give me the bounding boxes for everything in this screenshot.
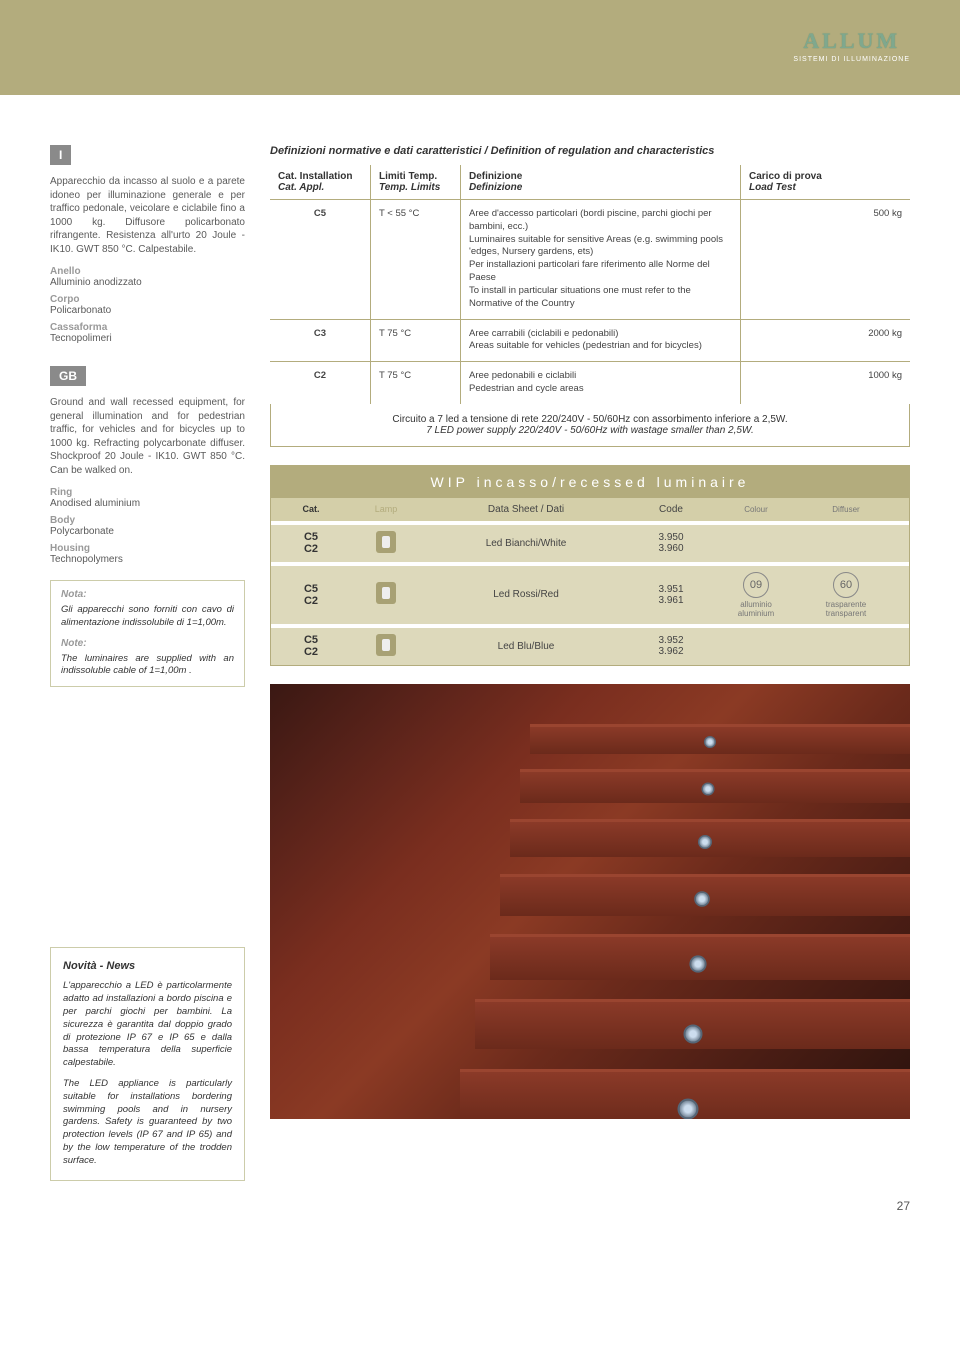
ph-data: Data Sheet / Dati [421, 504, 631, 515]
comp-body-title: Body [50, 515, 245, 526]
def-cell-cat: C2 [270, 361, 370, 404]
def-cell-temp: T 75 °C [370, 319, 460, 362]
ph-code: Code [631, 504, 711, 515]
lamp-icon [376, 582, 396, 604]
page-number: 27 [50, 1199, 910, 1213]
news-it: L'apparecchio a LED è particolarmente ad… [63, 980, 232, 1070]
def-cell-cat: C5 [270, 199, 370, 319]
nota-box: Nota: Gli apparecchi sono forniti con ca… [50, 580, 245, 687]
def-cell-load: 2000 kg [740, 319, 910, 362]
diffuser-badge: 60 [833, 572, 859, 598]
ph-diff: Diffuser [801, 505, 891, 514]
def-row: C5 T < 55 °C Aree d'accesso particolari … [270, 199, 910, 319]
news-en: The LED appliance is particularly suitab… [63, 1078, 232, 1168]
logo: ALLUM SISTEMI DI ILLUMINAZIONE [793, 28, 910, 63]
pr-cat2: C2 [271, 543, 351, 555]
desc-it: Apparecchio da incasso al suolo e a pare… [50, 175, 245, 256]
diff-txt1: trasparente [826, 600, 866, 609]
comp-corpo-title: Corpo [50, 294, 245, 305]
nota-text: Gli apparecchi sono forniti con cavo di … [61, 604, 234, 630]
pr-code1: 3.950 [631, 532, 711, 543]
ph-lamp: Lamp [351, 504, 421, 514]
comp-ring-title: Ring [50, 487, 245, 498]
def-cell-temp: T < 55 °C [370, 199, 460, 319]
product-row: C5C2 Led Blu/Blue 3.9523.962 [271, 624, 909, 665]
pr-cat1: C5 [271, 531, 351, 543]
lamp-icon [376, 634, 396, 656]
pr-code2: 3.960 [631, 543, 711, 554]
def-cell-def: Aree carrabili (ciclabili e pedonabili) … [460, 319, 740, 362]
product-row: C5C2 Led Rossi/Red 3.9513.961 09 allumin… [271, 562, 909, 624]
comp-anello-body: Alluminio anodizzato [50, 277, 245, 288]
defhead-lim1: Limiti Temp. [379, 171, 452, 182]
def-row: C2 T 75 °C Aree pedonabili e ciclabili P… [270, 361, 910, 404]
pr-data: Led Rossi/Red [421, 589, 631, 600]
def-cell-load: 1000 kg [740, 361, 910, 404]
pr-code2: 3.962 [631, 646, 711, 657]
products-header: Cat. Lamp Data Sheet / Dati Code Colour … [271, 498, 909, 521]
defhead-def2: Definizione [469, 182, 732, 193]
circuit-it: Circuito a 7 led a tensione di rete 220/… [285, 414, 895, 425]
nota-title: Nota: [61, 589, 234, 600]
pr-cat1: C5 [271, 583, 351, 595]
pr-cat2: C2 [271, 646, 351, 658]
circuit-box: Circuito a 7 led a tensione di rete 220/… [270, 404, 910, 447]
def-cell-def: Aree d'accesso particolari (bordi piscin… [460, 199, 740, 319]
ph-colour: Colour [711, 505, 801, 514]
defhead-def1: Definizione [469, 171, 732, 182]
comp-body-body: Polycarbonate [50, 526, 245, 537]
colour-txt1: alluminio [740, 600, 772, 609]
defhead-cat1: Cat. Installation [278, 171, 362, 182]
comp-housing-title: Housing [50, 543, 245, 554]
diff-txt2: transparent [826, 609, 866, 618]
news-box: Novità - News L'apparecchio a LED è part… [50, 947, 245, 1180]
comp-corpo-body: Policarbonato [50, 305, 245, 316]
comp-housing-body: Technopolymers [50, 554, 245, 565]
products-title: WIP incasso/recessed luminaire [271, 466, 909, 498]
defhead-cat2: Cat. Appl. [278, 182, 362, 193]
news-title: Novità - News [63, 960, 232, 972]
pr-code2: 3.961 [631, 595, 711, 606]
comp-ring-body: Anodised aluminium [50, 498, 245, 509]
def-cell-temp: T 75 °C [370, 361, 460, 404]
def-cell-cat: C3 [270, 319, 370, 362]
logo-tagline: SISTEMI DI ILLUMINAZIONE [793, 56, 910, 63]
pr-cat2: C2 [271, 595, 351, 607]
def-cell-def: Aree pedonabili e ciclabili Pedestrian a… [460, 361, 740, 404]
pr-data: Led Bianchi/White [421, 538, 631, 549]
def-cell-load: 500 kg [740, 199, 910, 319]
pr-cat1: C5 [271, 634, 351, 646]
definitions-title: Definizioni normative e dati caratterist… [270, 145, 910, 157]
note-text: The luminaires are supplied with an indi… [61, 653, 234, 679]
comp-cassa-body: Tecnopolimeri [50, 333, 245, 344]
desc-gb: Ground and wall recessed equipment, for … [50, 396, 245, 477]
ph-cat: Cat. [271, 504, 351, 514]
product-row: C5C2 Led Bianchi/White 3.9503.960 [271, 521, 909, 562]
logo-text: ALLUM [793, 28, 910, 54]
definitions-table: Cat. Installation Cat. Appl. Limiti Temp… [270, 165, 910, 404]
colour-badge: 09 [743, 572, 769, 598]
installation-photo [270, 684, 910, 1119]
pr-data: Led Blu/Blue [421, 641, 631, 652]
colour-txt2: aluminium [738, 609, 774, 618]
def-row: C3 T 75 °C Aree carrabili (ciclabili e p… [270, 319, 910, 362]
lamp-icon [376, 531, 396, 553]
products-table: WIP incasso/recessed luminaire Cat. Lamp… [270, 465, 910, 666]
header-bar: ALLUM SISTEMI DI ILLUMINAZIONE [0, 0, 960, 95]
defhead-lim2: Temp. Limits [379, 182, 452, 193]
defhead-load2: Load Test [749, 182, 902, 193]
comp-cassa-title: Cassaforma [50, 322, 245, 333]
lang-badge-it: I [50, 145, 71, 165]
defhead-load1: Carico di prova [749, 171, 902, 182]
lang-badge-gb: GB [50, 366, 86, 386]
comp-anello-title: Anello [50, 266, 245, 277]
pr-code1: 3.952 [631, 635, 711, 646]
circuit-en: 7 LED power supply 220/240V - 50/60Hz wi… [285, 425, 895, 436]
note-title: Note: [61, 638, 234, 649]
pr-code1: 3.951 [631, 584, 711, 595]
